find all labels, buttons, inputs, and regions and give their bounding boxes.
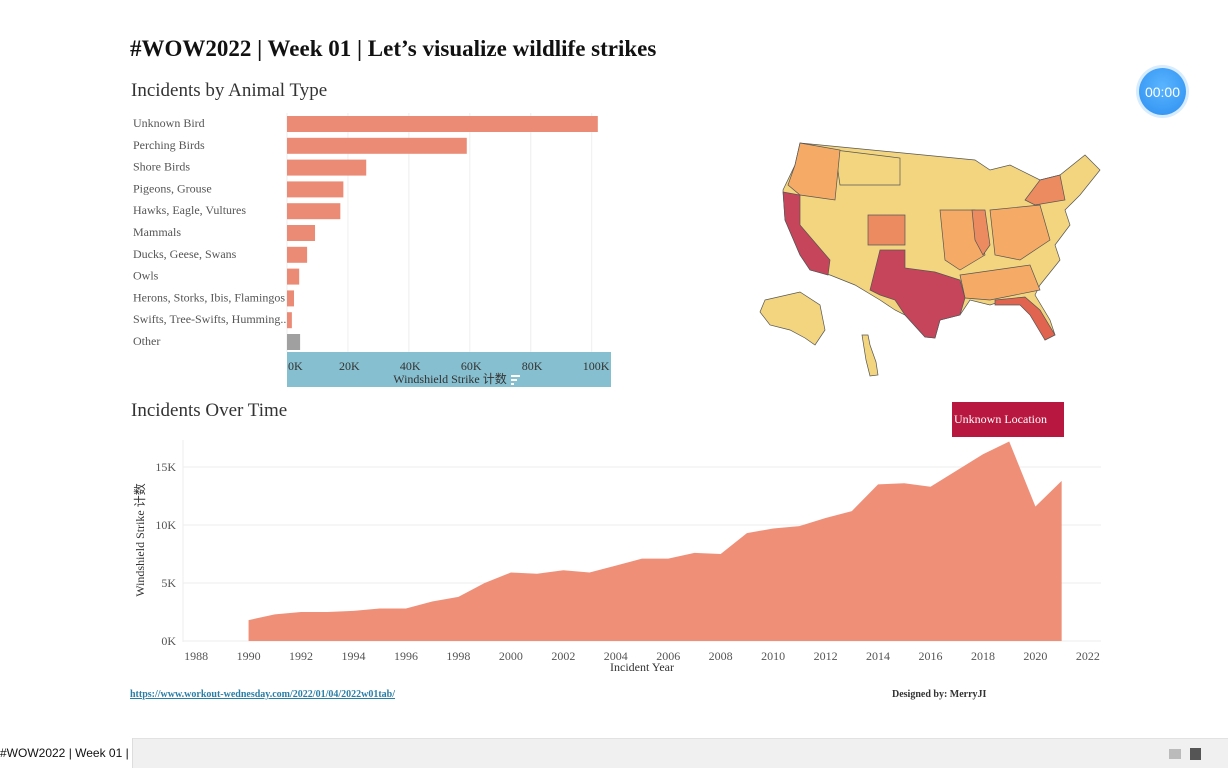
sort-icon [511,379,517,381]
map-state-texas [869,249,966,339]
bar-label: Ducks, Geese, Swans [133,247,237,261]
map-state-new-york [1024,174,1066,206]
bar-label: Shore Birds [133,160,190,174]
x-tick-label: 2004 [604,649,628,663]
bar-label: Pigeons, Grouse [133,181,212,195]
bar-owls [287,268,300,285]
bar-mammals [287,225,316,241]
sheet-tab-bar [0,738,1228,768]
area-section-title: Incidents Over Time [131,400,288,421]
bar-label: Swifts, Tree-Swifts, Humming.. [133,312,286,326]
bar-swifts-tree-swifts-humming- [287,312,292,329]
bar-label: Unknown Bird [133,116,205,130]
x-tick-label: 1988 [184,649,208,663]
bar-hawks-eagle-vultures [287,203,341,220]
bar-herons-storks-ibis-flamingos [287,290,295,307]
sheet-tab[interactable]: #WOW2022 | Week 01 | Let... [0,738,133,768]
dashboard-title: #WOW2022 | Week 01 | Let’s visualize wil… [130,36,657,61]
designed-by: Designed by: MerryJI [892,689,987,700]
y-tick-label: 15K [155,460,176,474]
x-tick-label: 100K [583,359,610,373]
x-tick-label: 1994 [341,649,365,663]
bar-pigeons-grouse [287,181,344,198]
single-view-icon[interactable] [1190,748,1201,760]
bar-ducks-geese-swans [287,246,308,263]
map-state-northwest [787,142,841,201]
map-state-hawaii [861,334,879,377]
map-state-colorado [867,214,906,246]
area-series [248,441,1062,641]
bar-section-title: Incidents by Animal Type [131,80,328,101]
x-tick-label: 2012 [814,649,838,663]
x-tick-label: 2018 [971,649,995,663]
bar-label: Other [133,334,160,348]
x-tick-label: 2020 [1023,649,1047,663]
unknown-location-button[interactable]: Unknown Location [952,402,1064,437]
x-tick-label: 1990 [237,649,261,663]
map-state-alaska [759,291,826,346]
sort-icon [511,383,514,385]
x-tick-label: 1996 [394,649,418,663]
x-tick-label: 2022 [1076,649,1100,663]
x-tick-label: 0K [288,359,303,373]
sort-icon [511,375,520,377]
x-tick-label: 80K [522,359,543,373]
y-tick-label: 0K [161,634,176,648]
x-tick-label: 1998 [446,649,470,663]
source-link[interactable]: https://www.workout-wednesday.com/2022/0… [130,689,396,700]
x-tick-label: 2002 [551,649,575,663]
x-tick-label: 2006 [656,649,680,663]
x-tick-label: 20K [339,359,360,373]
x-tick-label: 40K [400,359,421,373]
bar-perching-birds [287,137,467,154]
bar-other [287,334,301,350]
bar-shore-birds [287,159,367,176]
bar-unknown-bird [287,116,598,132]
bar-label: Hawks, Eagle, Vultures [133,203,246,217]
map-state-florida [994,296,1056,341]
map-state-ohio-valley [989,204,1051,261]
bar-label: Perching Birds [133,138,205,152]
map-state-illinois [971,209,991,256]
y-axis-label: Windshield Strike 计数 [132,483,147,597]
x-axis-label: Windshield Strike 计数 [393,371,507,386]
y-tick-label: 10K [155,518,176,532]
x-tick-label: 2008 [709,649,733,663]
y-tick-label: 5K [161,576,176,590]
bar-label: Mammals [133,225,181,239]
grid-view-icon[interactable] [1169,749,1181,759]
x-tick-label: 2000 [499,649,523,663]
bar-label: Herons, Storks, Ibis, Flamingos [133,290,285,304]
timer-button[interactable]: 00:00 [1139,68,1186,115]
x-tick-label: 2016 [919,649,943,663]
x-tick-label: 60K [461,359,482,373]
x-tick-label: 2014 [866,649,890,663]
axis-band [287,352,611,387]
bar-label: Owls [133,269,159,283]
x-tick-label: 1992 [289,649,313,663]
map-state-california [782,191,831,276]
map-state-north [834,149,901,186]
x-axis-label: Incident Year [610,660,674,674]
x-tick-label: 2010 [761,649,785,663]
